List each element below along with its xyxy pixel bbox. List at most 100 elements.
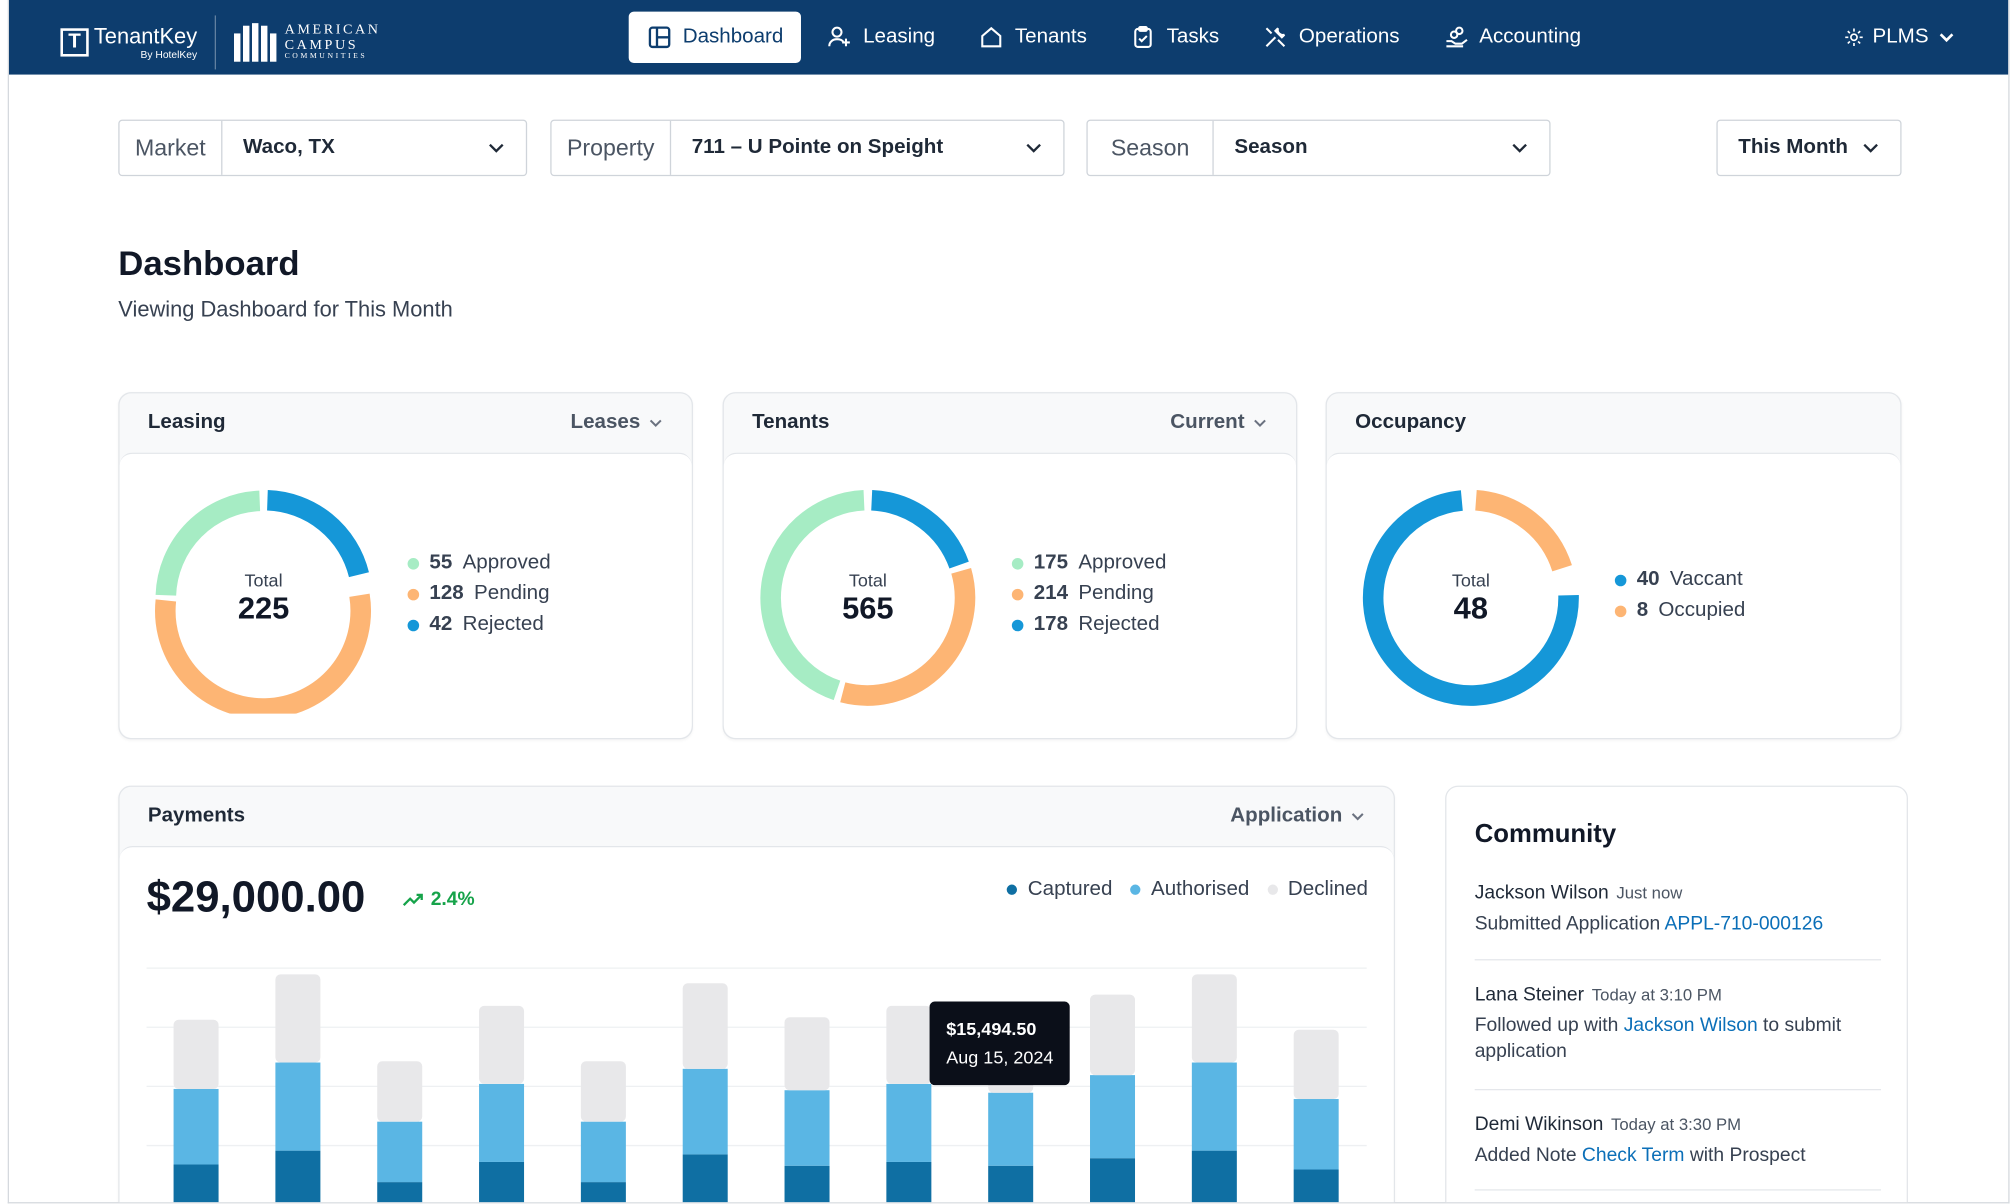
nav-tenants[interactable]: Tenants — [961, 12, 1105, 63]
legend-item-pending: 214 Pending — [1011, 582, 1167, 605]
activity-user[interactable]: Lana Steiner — [1474, 983, 1585, 1006]
activity-text: with Prospect — [1684, 1144, 1806, 1167]
legend-item-approved: 55 Approved — [407, 552, 551, 575]
occupancy-total-value: 48 — [1453, 590, 1488, 626]
clipboard-check-icon — [1134, 25, 1153, 48]
community-panel: Community Jackson Wilson Just now Submitt… — [1445, 785, 1908, 1203]
nav-operations-label: Operations — [1298, 25, 1400, 48]
bar-captured[interactable] — [479, 1161, 525, 1203]
activity-time: Just now — [1616, 883, 1683, 903]
leasing-card: Leasing Leases Total 225 55 Approved — [118, 392, 693, 740]
property-filter[interactable]: Property 711 – U Pointe on Speight — [550, 119, 1065, 177]
bar-captured[interactable] — [682, 1154, 728, 1203]
bar-captured[interactable] — [886, 1161, 932, 1203]
legend-item-declined: Declined — [1267, 878, 1368, 901]
bar-declined[interactable] — [682, 983, 728, 1069]
bar-authorised[interactable] — [784, 1090, 830, 1166]
bar-captured[interactable] — [377, 1182, 423, 1203]
bar-authorised[interactable] — [1191, 1062, 1237, 1151]
bar-captured[interactable] — [988, 1165, 1034, 1204]
nav-leasing[interactable]: Leasing — [809, 12, 953, 63]
tenants-type-value: Current — [1170, 411, 1245, 434]
bar-authorised[interactable] — [377, 1121, 423, 1183]
gear-icon — [1845, 28, 1864, 47]
tenants-card: Tenants Current Total 565 175 Approved — [722, 392, 1298, 740]
payments-card: Payments Application $29,000.00 2.4% Cap… — [118, 785, 1395, 1204]
bar-authorised[interactable] — [479, 1083, 525, 1162]
bar-authorised[interactable] — [173, 1088, 219, 1165]
tenantkey-by: By HotelKey — [140, 48, 198, 60]
activity-link[interactable]: APPL-710-000126 — [1664, 912, 1824, 935]
bar-captured[interactable] — [1293, 1169, 1339, 1204]
market-select[interactable]: Waco, TX — [222, 121, 525, 175]
activity-text: Followed up with — [1474, 1014, 1624, 1037]
bar-declined[interactable] — [886, 1005, 932, 1084]
payments-type-select[interactable]: Application — [1230, 805, 1365, 828]
brand[interactable]: T TenantKey By HotelKey AMERICAN CAMPUS — [60, 15, 380, 70]
activity-link[interactable]: Jackson Wilson — [1623, 1014, 1758, 1037]
activity-user[interactable]: Jackson Wilson — [1474, 881, 1609, 904]
bar-authorised[interactable] — [580, 1121, 626, 1183]
activity-text: Added Note — [1474, 1144, 1582, 1167]
activity-link[interactable]: Check Term — [1581, 1144, 1685, 1167]
nav-accounting[interactable]: Accounting — [1425, 12, 1599, 63]
user-menu-label: PLMS — [1872, 25, 1929, 48]
bar-authorised[interactable] — [886, 1083, 932, 1162]
nav-operations[interactable]: Operations — [1245, 12, 1418, 63]
nav-tasks[interactable]: Tasks — [1113, 12, 1238, 63]
bar-authorised[interactable] — [682, 1068, 728, 1155]
brand-divider — [215, 15, 217, 70]
property-select[interactable]: 711 – U Pointe on Speight — [671, 121, 1063, 175]
occupancy-total-label: Total — [1451, 568, 1490, 590]
bar-authorised[interactable] — [1293, 1099, 1339, 1170]
tenants-total-label: Total — [848, 568, 887, 590]
tooltip-value: $15,494.50 — [946, 1018, 1037, 1039]
top-navbar: T TenantKey By HotelKey AMERICAN CAMPUS — [8, 0, 2009, 75]
bar-captured[interactable] — [173, 1164, 219, 1203]
legend-item-captured: Captured — [1007, 878, 1112, 901]
market-filter[interactable]: Market Waco, TX — [118, 119, 528, 177]
season-filter[interactable]: Season Season — [1086, 119, 1551, 177]
tenants-type-select[interactable]: Current — [1170, 411, 1267, 434]
donut-segment-occupied — [1474, 490, 1572, 572]
bar-authorised[interactable] — [1090, 1075, 1136, 1159]
bar-declined[interactable] — [275, 974, 321, 1063]
chevron-down-icon — [1351, 813, 1364, 821]
payments-chart — [146, 967, 1367, 1204]
bar-authorised[interactable] — [275, 1062, 321, 1151]
legend-item-rejected: 178 Rejected — [1011, 613, 1167, 636]
occupancy-card: Occupancy Total 48 40 Vaccant 8 Occupied — [1325, 392, 1902, 740]
bar-captured[interactable] — [1090, 1158, 1136, 1203]
bar-declined[interactable] — [1090, 994, 1136, 1076]
period-select[interactable]: This Month — [1718, 121, 1901, 175]
divider — [1474, 959, 1881, 961]
bar-captured[interactable] — [275, 1150, 321, 1204]
bar-captured[interactable] — [580, 1182, 626, 1203]
season-select[interactable]: Season — [1214, 121, 1549, 175]
bar-declined[interactable] — [784, 1017, 830, 1091]
bar-declined[interactable] — [479, 1005, 525, 1084]
user-menu[interactable]: PLMS — [1844, 12, 1957, 63]
trending-up-icon — [402, 893, 423, 906]
bar-captured[interactable] — [1191, 1150, 1237, 1204]
nav-dashboard[interactable]: Dashboard — [628, 11, 802, 63]
period-value: This Month — [1738, 136, 1848, 159]
bar-authorised[interactable] — [988, 1092, 1034, 1166]
bar-declined[interactable] — [580, 1061, 626, 1122]
acc-line3: COMMUNITIES — [284, 53, 368, 61]
legend-item-authorised: Authorised — [1130, 878, 1249, 901]
payments-trend: 2.4% — [402, 888, 475, 910]
leasing-type-select[interactable]: Leases — [571, 411, 664, 434]
leasing-donut: Total 225 — [148, 482, 379, 719]
period-filter[interactable]: This Month — [1716, 119, 1902, 177]
bar-declined[interactable] — [1191, 974, 1237, 1063]
payments-type-value: Application — [1230, 804, 1343, 827]
nav-accounting-label: Accounting — [1479, 25, 1582, 48]
bar-captured[interactable] — [784, 1165, 830, 1204]
activity-user[interactable]: Demi Wikinson — [1474, 1113, 1604, 1136]
bar-declined[interactable] — [377, 1061, 423, 1122]
season-value: Season — [1234, 136, 1308, 159]
home-icon — [981, 26, 1002, 48]
bar-declined[interactable] — [173, 1019, 219, 1089]
bar-declined[interactable] — [1293, 1029, 1339, 1100]
